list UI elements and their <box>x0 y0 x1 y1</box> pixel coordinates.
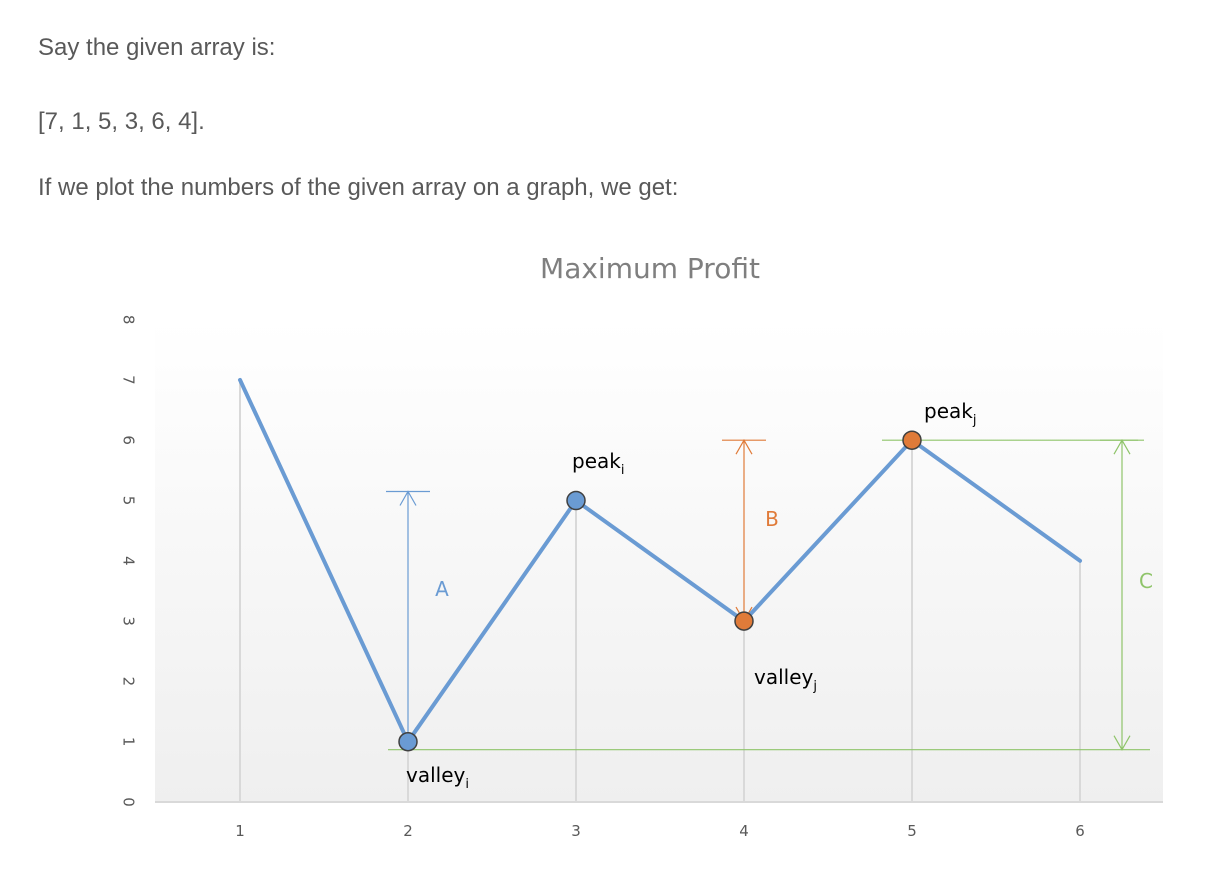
annotation-subscript: i <box>465 777 469 792</box>
annotation-subscript: j <box>972 413 977 428</box>
y-tick-label-8: 8 <box>120 315 138 325</box>
y-tick-label-1: 1 <box>120 737 138 747</box>
marker-3 <box>566 490 586 511</box>
x-tick-label-1: 1 <box>235 822 245 840</box>
x-tick-label-4: 4 <box>739 822 749 840</box>
annotation-valley-i: valleyi <box>406 763 469 792</box>
x-tick-label-3: 3 <box>571 822 581 840</box>
y-tick-label-2: 2 <box>120 677 138 687</box>
plot-intro-text: If we plot the numbers of the given arra… <box>38 174 679 201</box>
annotation-peak-j: peakj <box>924 399 976 428</box>
measure-arrow-top-a <box>399 490 417 506</box>
annotation-base: peak <box>924 399 973 423</box>
chart-title: Maximum Profit <box>540 252 760 285</box>
array-text: [7, 1, 5, 3, 6, 4]. <box>38 108 205 135</box>
annotation-base: valley <box>754 665 814 689</box>
x-tick-label-5: 5 <box>907 822 917 840</box>
y-tick-label-4: 4 <box>120 556 138 566</box>
annotation-subscript: i <box>621 463 625 478</box>
intro-text: Say the given array is: <box>38 34 276 61</box>
measure-label-c: C <box>1139 569 1153 593</box>
y-tick-label-0: 0 <box>120 797 138 807</box>
x-tick-label-2: 2 <box>403 822 413 840</box>
measure-label-a: A <box>435 577 449 601</box>
measure-arrow-top-c <box>1113 438 1131 455</box>
annotation-subscript: j <box>812 679 817 694</box>
measure-c: C <box>1100 438 1153 751</box>
y-tick-label-5: 5 <box>120 496 138 506</box>
measure-label-b: B <box>765 507 779 531</box>
annotation-base: peak <box>572 449 621 473</box>
y-tick-label-7: 7 <box>120 375 138 385</box>
x-tick-label-6: 6 <box>1075 822 1085 840</box>
marker-5 <box>902 430 922 450</box>
annotation-valley-j: valleyj <box>754 665 817 694</box>
annotation-peak-i: peaki <box>572 449 624 478</box>
measure-arrow-top-b <box>735 438 753 455</box>
marker-2 <box>398 731 418 752</box>
y-tick-label-6: 6 <box>120 435 138 445</box>
marker-4 <box>734 611 754 631</box>
annotation-base: valley <box>406 763 466 787</box>
y-tick-label-3: 3 <box>120 616 138 626</box>
series-line <box>238 377 1082 744</box>
measure-arrow-bottom-c <box>1113 735 1131 751</box>
